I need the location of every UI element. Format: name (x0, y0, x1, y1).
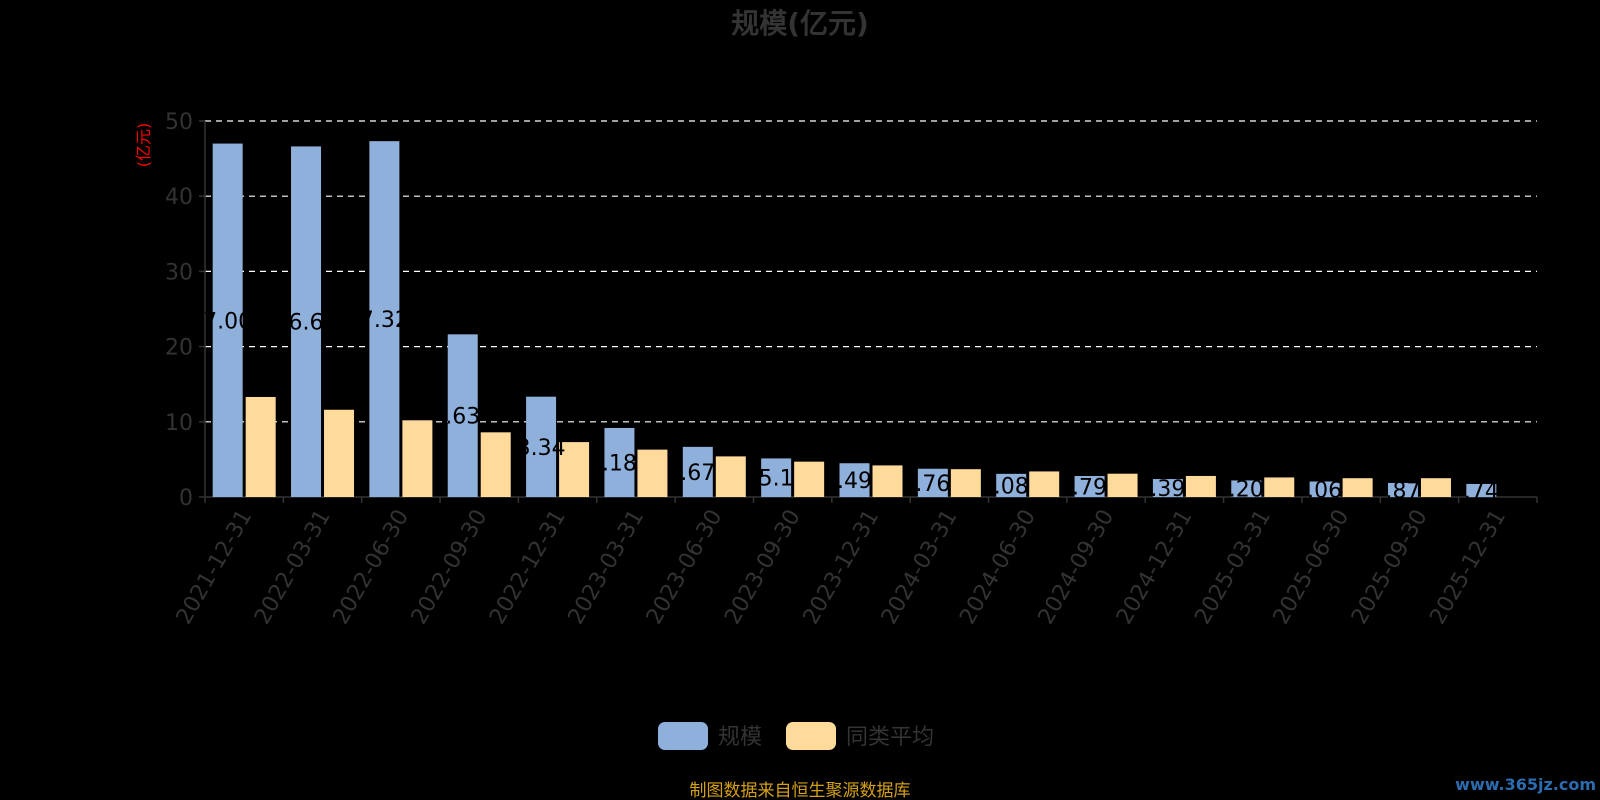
data-labels: 7.00 6.6 7.32 .63 3.34 .18 .67 5.1 .49 .76 .08 .79.… (203, 308, 1499, 504)
x-tick-label: 2025-03-31 (1190, 506, 1276, 629)
bar-value-label: .79 (1072, 476, 1107, 501)
x-tick-label: 2022-09-30 (407, 506, 493, 629)
bar-scale (447, 334, 478, 497)
bar-category-avg (1264, 477, 1295, 497)
bar-scale (996, 473, 1027, 497)
bar-category-avg (559, 442, 590, 497)
bar-value-label: .49 (837, 469, 872, 494)
x-tick-label: 2022-12-31 (485, 506, 571, 629)
bar-value-label: .08 (994, 474, 1029, 499)
bar-value-label: .74 (1464, 479, 1499, 504)
bar-category-avg (637, 449, 668, 497)
x-tick-label: 2024-03-31 (877, 506, 963, 629)
bar-value-label: 3.34 (517, 436, 566, 461)
bar-value-label: .18 (602, 451, 637, 476)
x-tick-label: 2021-12-31 (172, 506, 258, 629)
y-tick-label: 30 (165, 260, 193, 285)
x-tick-label: 2024-06-30 (955, 506, 1041, 629)
bar-scale (761, 458, 792, 497)
x-tick-label: 2023-09-30 (720, 506, 806, 629)
bar-scale (212, 143, 243, 497)
bar-scale (291, 146, 322, 497)
bar-category-avg (402, 420, 433, 497)
bar-category-avg (480, 432, 511, 497)
y-tick-label: 40 (165, 185, 193, 210)
x-tick-label: 2025-12-31 (1425, 506, 1511, 629)
bar-value-label: 5.1 (759, 467, 794, 492)
legend-label[interactable]: 同类平均 (846, 725, 934, 750)
bar-value-label: 7.32 (360, 308, 409, 333)
bar-category-avg (324, 409, 355, 497)
x-tick-label: 2023-12-31 (799, 506, 885, 629)
bar-value-label: .20 (1229, 478, 1264, 503)
x-tick-label: 2022-06-30 (328, 505, 414, 628)
y-tick-label: 10 (165, 411, 193, 436)
bar-value-label: .76 (915, 472, 950, 497)
y-tick-label: 0 (179, 486, 193, 511)
bar-category-avg (1420, 478, 1451, 497)
bar-scale (604, 427, 635, 497)
x-tick-label: 2022-03-31 (250, 506, 336, 629)
bar-value-label: 6.6 (289, 311, 324, 336)
bar-scale (1152, 479, 1183, 497)
bar-value-label: .67 (680, 461, 715, 486)
source-note: 制图数据来自恒生聚源数据库 (690, 781, 911, 800)
bar-value-label: .63 (445, 405, 480, 430)
bar-category-avg (1185, 475, 1216, 497)
legend-label[interactable]: 规模 (718, 725, 762, 750)
y-axis-label: (亿元) (134, 123, 153, 168)
x-tick-label: 2024-12-31 (1112, 506, 1198, 629)
legend-swatch[interactable] (658, 722, 708, 750)
legend[interactable]: 规模 同类平均 (658, 722, 934, 750)
bars (212, 141, 1497, 497)
bar-scale (369, 141, 400, 497)
bar-scale (1309, 481, 1340, 497)
bar-category-avg (1342, 478, 1373, 497)
bar-scale (1231, 480, 1262, 497)
bar-scale (1074, 476, 1105, 497)
bar-scale (839, 463, 870, 497)
y-tick-label: 50 (165, 110, 193, 135)
legend-swatch[interactable] (786, 722, 836, 750)
bar-category-avg (794, 461, 825, 497)
bar-value-label: .39 (1150, 477, 1185, 502)
x-tick-label: 2024-09-30 (1034, 506, 1120, 629)
bar-scale (682, 446, 713, 497)
x-ticks: 2021-12-312022-03-312022-06-302022-09-30… (172, 497, 1538, 629)
bar-category-avg (950, 469, 981, 497)
bar-scale (1466, 483, 1497, 497)
bar-value-label: .06 (1307, 478, 1342, 503)
bar-category-avg (1107, 473, 1138, 497)
x-tick-label: 2023-03-31 (564, 506, 650, 629)
bar-category-avg (715, 456, 746, 497)
bar-value-label: 7.00 (203, 309, 252, 334)
bar-scale (526, 396, 557, 497)
bar-value-label: .87 (1385, 479, 1420, 504)
bar-category-avg (872, 465, 903, 497)
watermark: www.365jz.com (1455, 775, 1596, 794)
x-tick-label: 2025-09-30 (1347, 506, 1433, 629)
bar-category-avg (1029, 471, 1060, 497)
x-tick-label: 2025-06-30 (1269, 506, 1355, 629)
bar-scale (1387, 482, 1418, 497)
chart-title: 规模(亿元) (731, 7, 869, 40)
y-ticks: 0 10 20 30 40 50 (165, 110, 1537, 511)
y-tick-label: 20 (165, 336, 193, 361)
gridlines (205, 120, 1537, 423)
bar-scale (917, 468, 948, 497)
bar-category-avg (245, 396, 276, 497)
x-tick-label: 2023-06-30 (642, 506, 728, 629)
